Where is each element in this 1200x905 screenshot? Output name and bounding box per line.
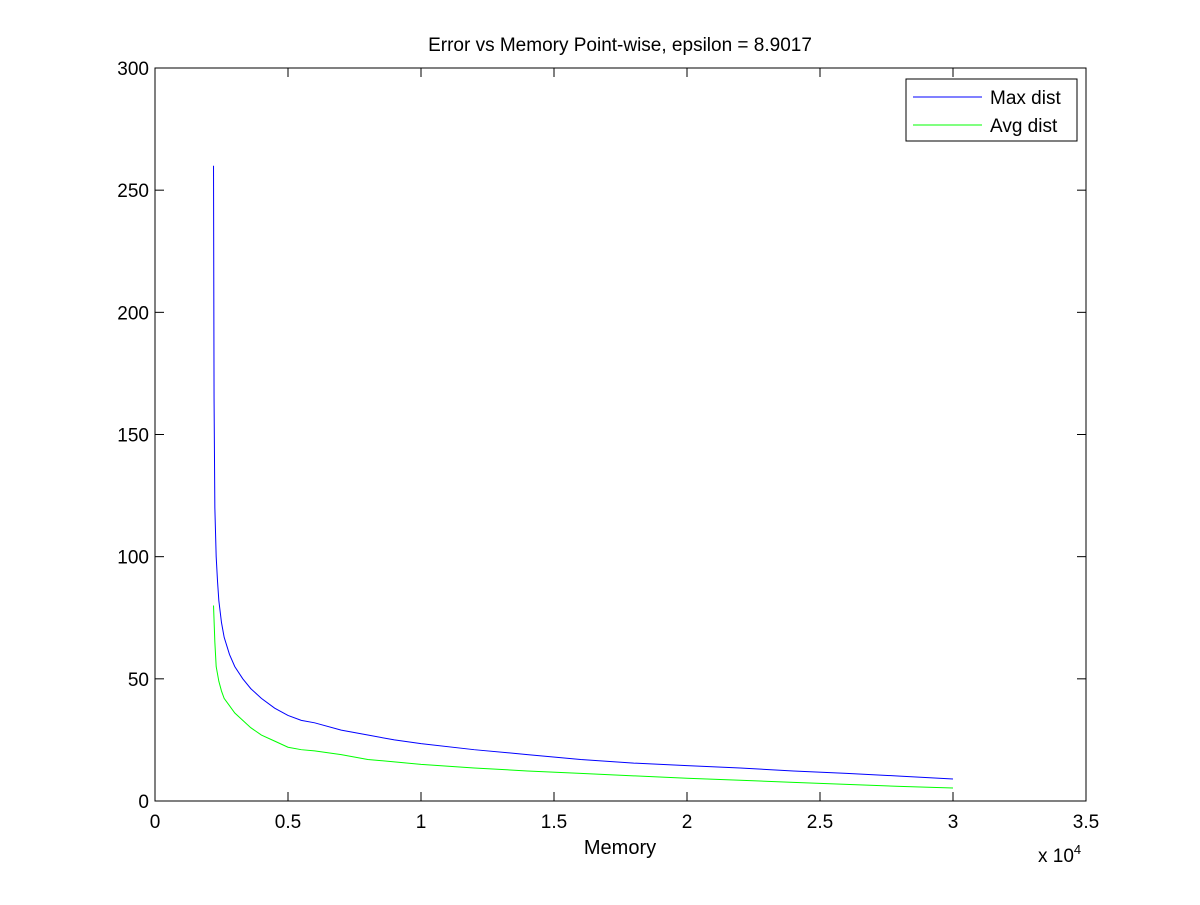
legend-label-avg-dist: Avg dist [990, 116, 1058, 137]
y-tick-label: 50 [128, 670, 149, 691]
legend-label-max-dist: Max dist [990, 88, 1061, 109]
x-tick-label: 2.5 [807, 812, 833, 833]
x-tick-label: 0.5 [275, 812, 301, 833]
x-tick-label: 1 [416, 812, 427, 833]
x-axis-label: Memory [584, 837, 656, 859]
y-tick-label: 150 [117, 426, 149, 447]
chart-title: Error vs Memory Point-wise, epsilon = 8.… [428, 35, 812, 56]
legend-box [905, 78, 1078, 142]
series-line-max-dist [213, 165, 954, 780]
y-tick-label: 100 [117, 548, 149, 569]
x-axis-multiplier: x 104 [1038, 842, 1081, 867]
x-tick-label: 0 [150, 812, 161, 833]
plot-area [154, 67, 1087, 802]
x-axis-multiplier-exponent: 4 [1074, 842, 1081, 857]
y-tick-label: 0 [138, 792, 149, 813]
x-tick-label: 3 [948, 812, 959, 833]
legend: Max dist Avg dist [905, 78, 1078, 142]
y-tick-label: 300 [117, 59, 149, 80]
axis-ticks: 0 0.5 1 1.5 2 2.5 3 3.5 0 50 100 150 200 250 300 [117, 59, 1099, 833]
y-tick-label: 250 [117, 181, 149, 202]
y-tick-label: 200 [117, 303, 149, 324]
series-line-avg-dist [213, 605, 954, 789]
x-tick-label: 1.5 [541, 812, 567, 833]
x-axis-multiplier-base: x 10 [1038, 846, 1074, 867]
data-series [213, 165, 954, 789]
x-tick-label: 3.5 [1073, 812, 1099, 833]
x-tick-label: 2 [682, 812, 693, 833]
